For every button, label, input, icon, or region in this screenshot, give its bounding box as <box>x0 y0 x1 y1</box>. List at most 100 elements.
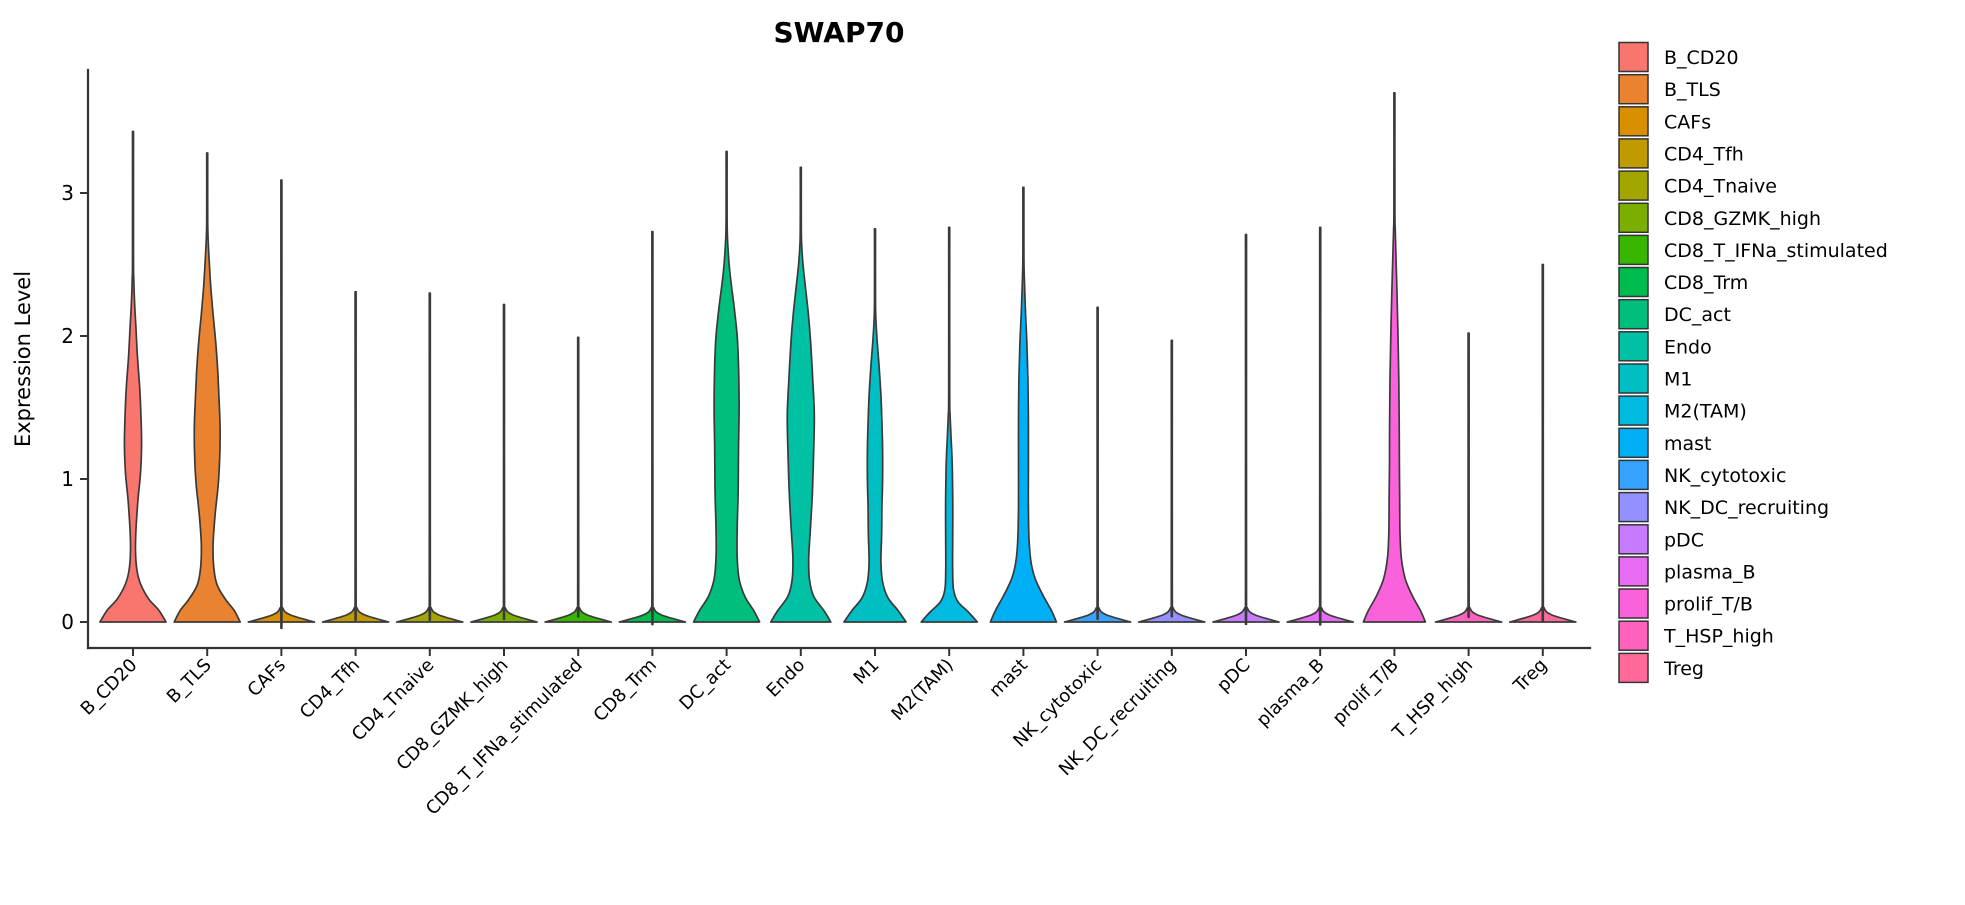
legend-swatch-CD8_GZMK_high <box>1618 202 1649 234</box>
legend-item-B_TLS: B_TLS <box>1618 73 1721 105</box>
legend-label-M1: M1 <box>1664 369 1692 391</box>
violin-NK_cytotoxic <box>1063 306 1132 623</box>
legend-label-CAFs: CAFs <box>1664 111 1711 133</box>
legend-label-CD8_T_IFNa_stimulated: CD8_T_IFNa_stimulated <box>1664 240 1888 262</box>
legend-swatch-CAFs <box>1618 106 1649 137</box>
violin-NK_DC_recruiting <box>1137 339 1206 623</box>
legend-item-Endo: Endo <box>1618 331 1712 362</box>
violins-layer: B_CD20 B_TLS CAFs CD4_TfhCD4_TnaiveCD8_GZMK… <box>77 92 1577 820</box>
violin-mast <box>989 186 1058 623</box>
legend-label-prolif_T/B: prolif_T/B <box>1664 594 1753 616</box>
x-tick-label-CD8_Trm: CD8_Trm <box>590 655 661 726</box>
legend-label-plasma_B: plasma_B <box>1664 561 1756 583</box>
x-tick-label-B_CD20: B_CD20 <box>77 655 142 720</box>
legend-swatch-B_TLS <box>1618 73 1649 105</box>
violin-CD8_T_IFNa_stimulated <box>544 336 613 623</box>
legend-label-Endo: Endo <box>1664 336 1712 358</box>
legend-item-NK_cytotoxic: NK_cytotoxic <box>1618 459 1786 491</box>
legend-swatch-plasma_B <box>1618 556 1649 587</box>
legend-swatch-Treg <box>1618 652 1649 684</box>
violin-prolif_T/B <box>1362 92 1427 623</box>
violin-T_HSP_high <box>1434 332 1503 623</box>
violin-B_CD20 <box>99 130 167 623</box>
legend-item-CD4_Tnaive: CD4_Tnaive <box>1618 170 1777 201</box>
legend-item-prolif_T/B: prolif_T/B <box>1618 588 1753 619</box>
legend-item-Treg: Treg <box>1618 652 1704 684</box>
y-tick-label-2: 2 <box>61 324 74 348</box>
legend-swatch-NK_cytotoxic <box>1618 459 1649 491</box>
x-tick-label-B_TLS: B_TLS <box>163 655 216 708</box>
legend-swatch-CD8_Trm <box>1618 266 1649 298</box>
legend-label-B_TLS: B_TLS <box>1664 79 1721 101</box>
legend-label-NK_cytotoxic: NK_cytotoxic <box>1664 465 1786 487</box>
legend-item-mast: mast <box>1618 427 1712 459</box>
legend-swatch-M1 <box>1618 363 1649 394</box>
x-tick-label-Treg: Treg <box>1509 655 1551 697</box>
legend-swatch-prolif_T/B <box>1618 588 1649 619</box>
violin-Endo <box>769 166 832 623</box>
legend-item-pDC: pDC <box>1618 524 1704 555</box>
legend-swatch-NK_DC_recruiting <box>1618 491 1649 523</box>
x-tick-label-CD8_T_IFNa_stimulated: CD8_T_IFNa_stimulated <box>422 655 587 820</box>
violin-B_TLS <box>173 152 242 623</box>
legend-swatch-T_HSP_high <box>1618 620 1649 651</box>
x-tick-label-pDC: pDC <box>1213 655 1255 697</box>
legend-label-CD4_Tnaive: CD4_Tnaive <box>1664 176 1777 198</box>
y-tick-label-0: 0 <box>61 610 74 634</box>
x-tick-label-prolif_T/B: prolif_T/B <box>1329 655 1403 729</box>
legend-label-NK_DC_recruiting: NK_DC_recruiting <box>1664 497 1829 519</box>
legend-swatch-CD4_Tfh <box>1618 138 1649 169</box>
legend: B_CD20 B_TLS CAFs CD4_Tfh CD4_Tnaive CD8_GZMK… <box>1618 41 1888 684</box>
legend-swatch-mast <box>1618 427 1649 459</box>
legend-swatch-pDC <box>1618 524 1649 555</box>
violin-plasma_B <box>1286 226 1355 626</box>
legend-item-plasma_B: plasma_B <box>1618 556 1756 587</box>
x-tick-label-M2(TAM): M2(TAM) <box>887 655 957 725</box>
legend-item-NK_DC_recruiting: NK_DC_recruiting <box>1618 491 1829 523</box>
legend-item-M1: M1 <box>1618 363 1692 394</box>
legend-swatch-B_CD20 <box>1618 41 1649 73</box>
violin-CAFs <box>247 179 316 629</box>
y-axis-label: Expression Level <box>11 271 35 447</box>
violin-M1 <box>843 227 907 623</box>
violin-M2(TAM) <box>920 226 979 623</box>
x-tick-label-Endo: Endo <box>763 655 810 702</box>
legend-item-B_CD20: B_CD20 <box>1618 41 1739 73</box>
legend-label-DC_act: DC_act <box>1664 304 1731 326</box>
y-tick-label-1: 1 <box>61 467 74 491</box>
plot-title: SWAP70 <box>774 16 905 49</box>
legend-label-M2(TAM): M2(TAM) <box>1664 401 1747 423</box>
violin-Treg <box>1508 263 1577 623</box>
legend-item-CD8_T_IFNa_stimulated: CD8_T_IFNa_stimulated <box>1618 234 1888 266</box>
violin-CD4_Tnaive <box>395 292 464 623</box>
x-tick-label-CAFs: CAFs <box>244 655 290 701</box>
legend-item-T_HSP_high: T_HSP_high <box>1618 620 1774 651</box>
y-tick-label-3: 3 <box>61 181 74 205</box>
legend-item-CD8_Trm: CD8_Trm <box>1618 266 1748 298</box>
legend-label-T_HSP_high: T_HSP_high <box>1663 626 1774 648</box>
legend-swatch-CD4_Tnaive <box>1618 170 1649 201</box>
violin-DC_act <box>692 150 761 623</box>
x-tick-label-M1: M1 <box>850 655 884 689</box>
legend-label-Treg: Treg <box>1663 658 1704 680</box>
legend-label-pDC: pDC <box>1664 529 1704 551</box>
legend-swatch-Endo <box>1618 331 1649 362</box>
violin-CD8_Trm <box>618 230 687 626</box>
x-tick-label-mast: mast <box>985 655 1032 702</box>
x-tick-label-plasma_B: plasma_B <box>1253 655 1329 731</box>
legend-label-CD8_GZMK_high: CD8_GZMK_high <box>1664 208 1821 230</box>
legend-item-CD8_GZMK_high: CD8_GZMK_high <box>1618 202 1821 234</box>
legend-label-CD4_Tfh: CD4_Tfh <box>1664 143 1744 165</box>
legend-item-DC_act: DC_act <box>1618 298 1731 330</box>
x-tick-label-CD4_Tfh: CD4_Tfh <box>296 655 364 723</box>
legend-label-CD8_Trm: CD8_Trm <box>1664 272 1748 294</box>
legend-item-CD4_Tfh: CD4_Tfh <box>1618 138 1744 169</box>
violin-pDC <box>1212 233 1280 626</box>
legend-label-mast: mast <box>1664 433 1712 455</box>
legend-swatch-DC_act <box>1618 298 1649 330</box>
axes: 0 1 2 3 <box>61 68 1592 650</box>
legend-swatch-M2(TAM) <box>1618 395 1649 426</box>
violin-CD8_GZMK_high <box>470 303 538 623</box>
